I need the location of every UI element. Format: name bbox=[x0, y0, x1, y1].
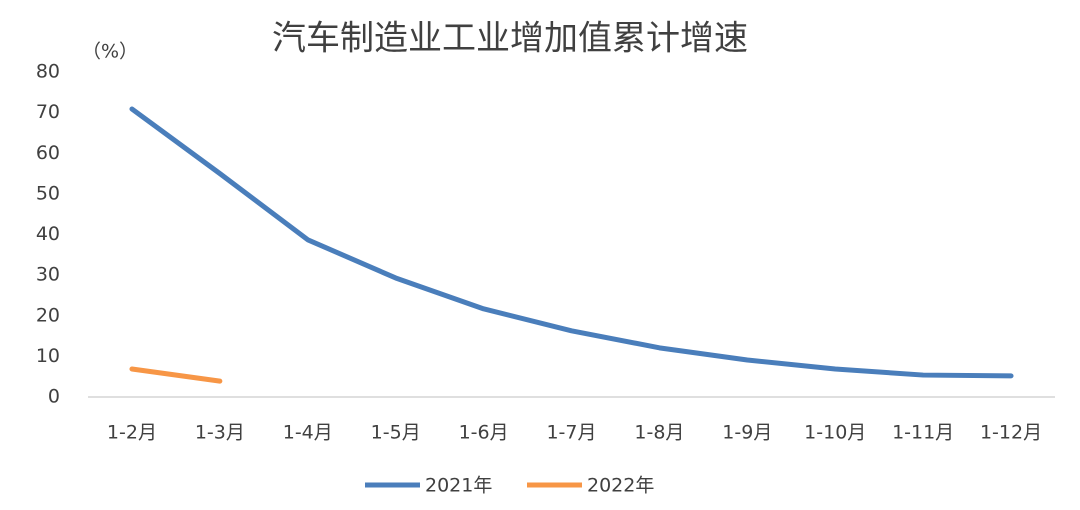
x-tick-label: 1-6月 bbox=[459, 422, 509, 444]
x-tick-label: 1-9月 bbox=[722, 422, 772, 444]
chart-title: 汽车制造业工业增加值累计增速 bbox=[272, 19, 748, 59]
y-tick-label: 40 bbox=[36, 223, 60, 245]
y-tick-label: 30 bbox=[36, 264, 60, 286]
y-tick-label: 10 bbox=[36, 345, 60, 367]
x-tick-label: 1-3月 bbox=[195, 422, 245, 444]
y-tick-label: 60 bbox=[36, 142, 60, 164]
legend-label: 2021年 bbox=[425, 475, 492, 497]
y-tick-label: 0 bbox=[48, 386, 60, 408]
y-tick-label: 80 bbox=[36, 61, 60, 83]
x-tick-label: 1-7月 bbox=[546, 422, 596, 444]
x-tick-label: 1-12月 bbox=[980, 422, 1042, 444]
x-tick-label: 1-2月 bbox=[107, 422, 157, 444]
line-series bbox=[129, 366, 223, 384]
x-tick-label: 1-10月 bbox=[804, 422, 866, 444]
x-tick-label: 1-8月 bbox=[634, 422, 684, 444]
y-tick-label: 70 bbox=[36, 101, 60, 123]
line-series bbox=[129, 106, 1014, 379]
x-tick-label: 1-11月 bbox=[892, 422, 954, 444]
x-tick-label: 1-4月 bbox=[283, 422, 333, 444]
legend-label: 2022年 bbox=[587, 475, 654, 497]
y-axis-label: （%） bbox=[82, 41, 138, 63]
y-tick-label: 50 bbox=[36, 182, 60, 204]
y-tick-label: 20 bbox=[36, 304, 60, 326]
x-tick-label: 1-5月 bbox=[371, 422, 421, 444]
